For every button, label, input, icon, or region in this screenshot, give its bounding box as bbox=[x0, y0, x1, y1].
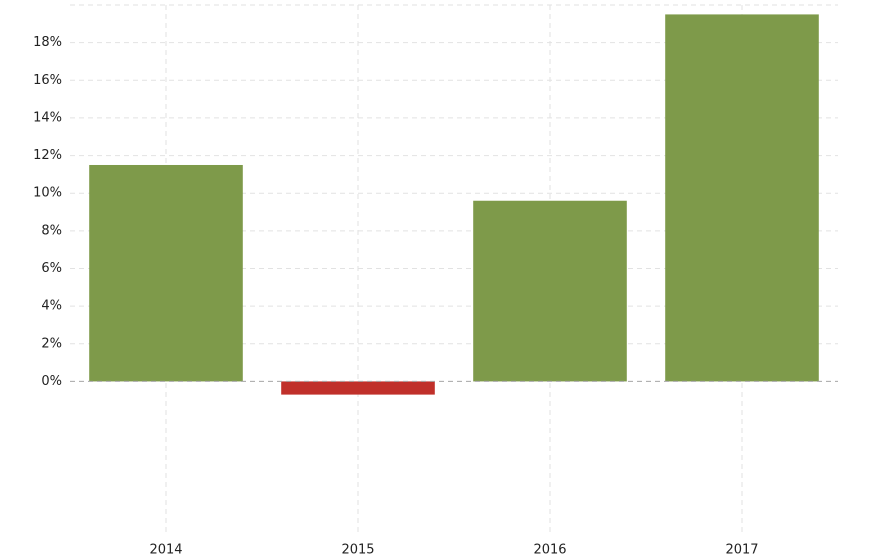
x-tick-label: 2015 bbox=[341, 543, 374, 558]
bar bbox=[89, 164, 243, 382]
y-tick-label: 12% bbox=[33, 148, 62, 163]
y-tick-label: 18% bbox=[33, 35, 62, 50]
bar bbox=[281, 381, 435, 395]
x-tick-label: 2014 bbox=[149, 543, 182, 558]
y-tick-label: 2% bbox=[41, 336, 62, 351]
y-tick-label: 10% bbox=[33, 186, 62, 201]
y-tick-label: 8% bbox=[41, 223, 62, 238]
y-tick-label: 4% bbox=[41, 299, 62, 314]
bar bbox=[665, 14, 819, 382]
bar bbox=[473, 200, 627, 382]
y-tick-label: 14% bbox=[33, 110, 62, 125]
y-tick-label: 16% bbox=[33, 73, 62, 88]
x-tick-label: 2017 bbox=[725, 543, 758, 558]
y-tick-label: 0% bbox=[41, 374, 62, 389]
x-tick-label: 2016 bbox=[533, 543, 566, 558]
y-tick-label: 6% bbox=[41, 261, 62, 276]
